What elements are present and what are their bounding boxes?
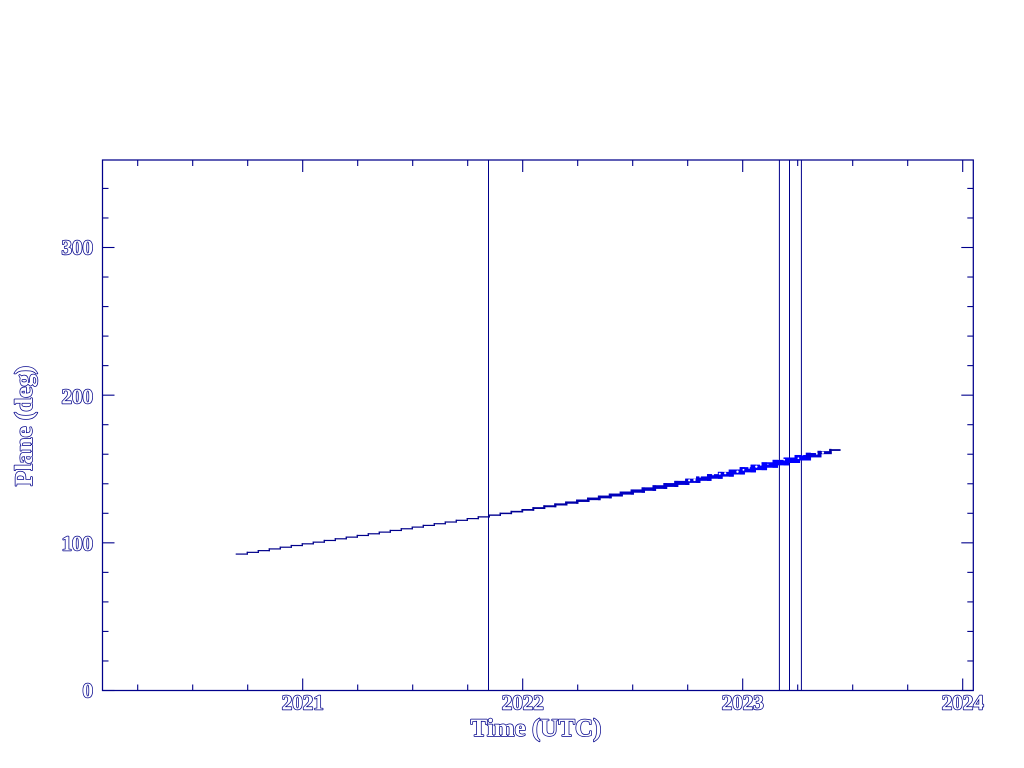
svg-text:Plane (deg): Plane (deg)	[11, 366, 38, 486]
svg-text:2023: 2023	[722, 691, 764, 715]
svg-text:Time (UTC): Time (UTC)	[471, 715, 602, 742]
svg-text:0: 0	[83, 679, 94, 703]
svg-text:2024: 2024	[942, 691, 985, 715]
svg-text:100: 100	[62, 531, 94, 555]
svg-text:200: 200	[62, 385, 94, 409]
svg-text:2022: 2022	[502, 691, 544, 715]
svg-text:2021: 2021	[282, 691, 324, 715]
svg-text:300: 300	[62, 236, 94, 260]
